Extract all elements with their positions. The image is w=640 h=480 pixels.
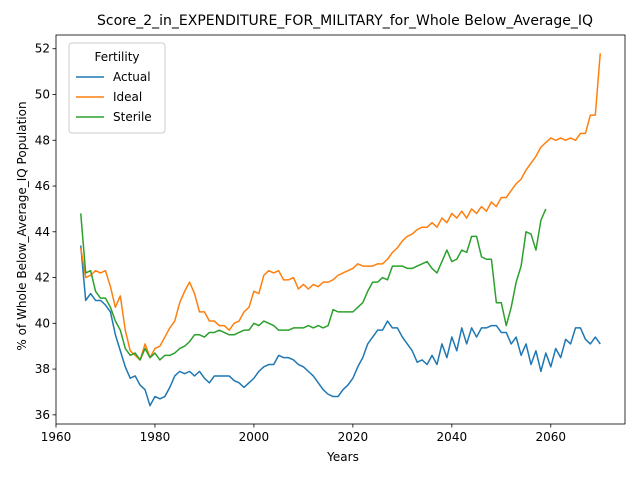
x-tick-label: 1980 — [140, 430, 171, 444]
x-axis: 1960 1980 2000 2020 2040 2060 — [41, 424, 566, 444]
legend-label-sterile: Sterile — [113, 110, 152, 124]
x-tick-label: 2000 — [239, 430, 270, 444]
y-axis: 36 38 40 42 44 46 48 50 52 — [35, 42, 56, 422]
x-tick-label: 2020 — [338, 430, 369, 444]
y-tick-label: 50 — [35, 87, 50, 101]
y-tick-label: 46 — [35, 179, 50, 193]
legend-label-actual: Actual — [113, 70, 151, 84]
y-tick-label: 48 — [35, 133, 50, 147]
y-tick-label: 36 — [35, 408, 50, 422]
series-line-actual — [79, 245, 601, 407]
y-tick-label: 42 — [35, 271, 50, 285]
legend-items: Actual Ideal Sterile — [76, 70, 152, 124]
y-tick-label: 52 — [35, 42, 50, 56]
plot-area-frame — [55, 34, 626, 425]
y-axis-label: % of Whole Below_Average_IQ Population — [15, 101, 29, 350]
y-tick-label: 38 — [35, 362, 50, 376]
x-tick-label: 2060 — [536, 430, 567, 444]
legend-title: Fertility — [94, 50, 139, 64]
plot-lines — [79, 53, 602, 407]
legend: Fertility Actual Ideal Sterile — [68, 42, 166, 134]
legend-label-ideal: Ideal — [113, 90, 142, 104]
legend-box — [68, 42, 166, 134]
x-axis-label: Years — [326, 450, 359, 464]
y-tick-label: 44 — [35, 225, 50, 239]
y-tick-label: 40 — [35, 316, 50, 330]
x-tick-label: 2040 — [437, 430, 468, 444]
x-tick-label: 1960 — [41, 430, 72, 444]
chart-title: Score_2_in_EXPENDITURE_FOR_MILITARY_for_… — [97, 13, 593, 29]
series-line-ideal — [80, 53, 602, 361]
series-line-sterile — [79, 208, 547, 361]
